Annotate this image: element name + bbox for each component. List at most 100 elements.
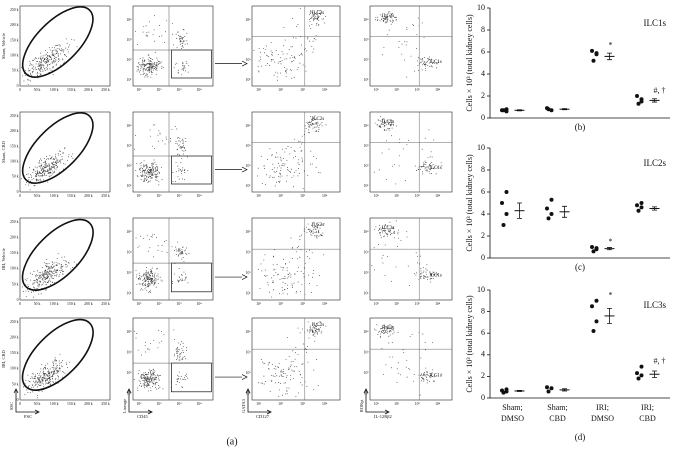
- event-dot: [53, 363, 54, 364]
- event-dot: [49, 47, 50, 48]
- y-tick-label: 10⁴: [126, 330, 132, 334]
- event-dot: [144, 172, 145, 173]
- event-dot: [40, 159, 41, 160]
- event-dot: [151, 178, 152, 179]
- event-dot: [28, 68, 29, 69]
- event-dot: [54, 275, 55, 276]
- event-dot: [146, 270, 147, 271]
- event-dot: [144, 66, 145, 67]
- event-dot: [399, 41, 400, 42]
- event-dot: [318, 231, 319, 232]
- event-dot: [182, 139, 183, 140]
- event-dot: [36, 381, 37, 382]
- event-dot: [425, 168, 426, 169]
- event-dot: [186, 248, 187, 249]
- event-dot: [294, 273, 295, 274]
- event-dot: [48, 376, 49, 377]
- event-dot: [41, 274, 42, 275]
- event-dot: [182, 143, 183, 144]
- event-dot: [25, 279, 26, 280]
- event-dot: [49, 167, 50, 168]
- event-dot: [268, 56, 269, 57]
- event-dot: [49, 68, 50, 69]
- event-dot: [66, 362, 67, 363]
- event-dot: [39, 276, 40, 277]
- event-dot: [137, 247, 138, 248]
- event-dot: [292, 350, 293, 351]
- data-point: [500, 108, 504, 112]
- event-dot: [394, 17, 395, 18]
- event-dot: [46, 259, 47, 260]
- event-dot: [302, 160, 303, 161]
- event-dot: [32, 274, 33, 275]
- event-dot: [157, 60, 158, 61]
- event-dot: [289, 273, 290, 274]
- event-dot: [271, 297, 272, 298]
- event-dot: [253, 50, 254, 51]
- event-dot: [310, 12, 311, 13]
- event-dot: [182, 140, 183, 141]
- event-dot: [185, 253, 186, 254]
- event-dot: [60, 65, 61, 66]
- event-dot: [52, 47, 53, 48]
- event-dot: [291, 370, 292, 371]
- event-dot: [294, 139, 295, 140]
- event-dot: [188, 72, 189, 73]
- event-dot: [394, 332, 395, 333]
- event-dot: [294, 172, 295, 173]
- event-dot: [274, 75, 275, 76]
- event-dot: [53, 369, 54, 370]
- event-dot: [275, 157, 276, 158]
- event-dot: [318, 385, 319, 386]
- event-dot: [43, 371, 44, 372]
- event-dot: [51, 266, 52, 267]
- event-dot: [262, 383, 263, 384]
- event-dot: [144, 387, 145, 388]
- event-dot: [423, 381, 424, 382]
- event-dot: [145, 283, 146, 284]
- event-dot: [165, 31, 166, 32]
- data-point: [635, 94, 639, 98]
- event-dot: [426, 376, 427, 377]
- event-dot: [290, 172, 291, 173]
- event-dot: [57, 258, 58, 259]
- event-dot: [33, 287, 34, 288]
- event-dot: [178, 349, 179, 350]
- y-tick-label: 10¹: [246, 184, 251, 188]
- event-dot: [320, 321, 321, 322]
- event-dot: [301, 144, 302, 145]
- event-dot: [40, 58, 41, 59]
- event-dot: [42, 383, 43, 384]
- event-dot: [394, 233, 395, 234]
- x-tick-label: 10⁴: [435, 302, 441, 306]
- x-tick-label: 250 k: [101, 88, 110, 92]
- event-dot: [183, 261, 184, 262]
- event-dot: [310, 151, 311, 152]
- x-tick-label: 10¹: [137, 194, 142, 198]
- event-dot: [147, 70, 148, 71]
- y-tick-label: 10⁴: [363, 230, 369, 234]
- event-dot: [42, 172, 43, 173]
- event-dot: [421, 271, 422, 272]
- event-dot: [140, 65, 141, 66]
- event-dot: [149, 247, 150, 248]
- y-tick-label: 10: [477, 143, 485, 152]
- event-dot: [148, 377, 149, 378]
- event-dot: [58, 263, 59, 264]
- event-dot: [54, 62, 55, 63]
- event-dot: [284, 383, 285, 384]
- x-tick-label: 10⁴: [196, 194, 202, 198]
- event-dot: [40, 272, 41, 273]
- event-dot: [143, 274, 144, 275]
- event-dot: [47, 379, 48, 380]
- event-dot: [290, 375, 291, 376]
- event-dot: [148, 372, 149, 373]
- event-dot: [44, 158, 45, 159]
- event-dot: [302, 363, 303, 364]
- event-dot: [391, 367, 392, 368]
- event-dot: [187, 170, 188, 171]
- event-dot: [181, 37, 182, 38]
- event-dot: [181, 359, 182, 360]
- event-dot: [55, 379, 56, 380]
- event-dot: [287, 294, 288, 295]
